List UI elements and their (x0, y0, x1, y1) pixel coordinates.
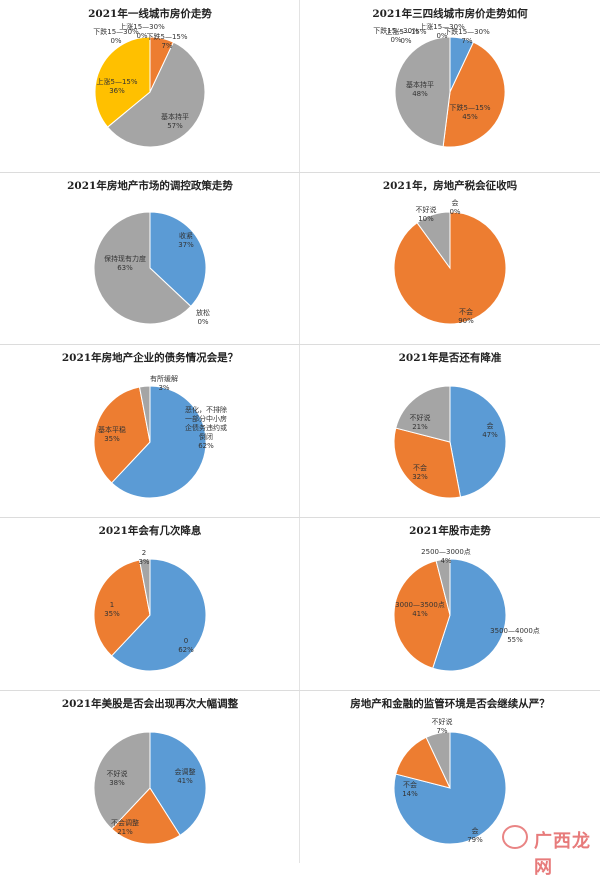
pie-slice (395, 385, 451, 443)
slice-label: 下跌5—15% 45% (449, 103, 490, 121)
pie-slice (93, 731, 151, 830)
slice-label: 不会 32% (412, 463, 428, 481)
pie-chart: 收紧 37% 放松 0% 保持现有力度 63% (93, 211, 210, 326)
pie-slice (110, 558, 207, 672)
chart-title: 2021年是否还有降准 (398, 352, 502, 364)
slice-label: 有所缓解 3% (150, 374, 178, 392)
pie-slice (393, 427, 462, 499)
chart-cell: 房地产和金融的监管环境是否会继续从严？ 会 79% 不会 14% 不好说 7% (300, 690, 600, 862)
chart-title: 2021年房地产市场的调控政策走势 (67, 180, 233, 192)
pie-slice (393, 560, 451, 669)
row-divider (0, 172, 600, 173)
pie-slice (449, 385, 507, 498)
pie-slice (425, 731, 451, 789)
slice-label: 会 47% (482, 421, 498, 439)
slice-label: 上涨15—30% 0% (419, 22, 465, 40)
slice-label: 1 35% (104, 601, 120, 618)
pie-slice (416, 211, 451, 270)
pie-slice (149, 211, 207, 308)
pie-slice (106, 41, 206, 148)
chart-cell: 2021年三四线城市房价走势如何 上涨15—30% 0% 下跌15—30% 0% 下跌1… (300, 0, 600, 172)
chart-cell: 2021年房地产企业的债务情况会是？ 恶化，不排除一部分中小房企债务违约或倒闭 6… (0, 344, 300, 516)
chart-title: 房地产和金融的监管环境是否会继续从严？ (350, 698, 550, 710)
slice-label: 不好说 7% (432, 717, 453, 735)
watermark-text: 广西龙网 (534, 831, 591, 878)
pie-slice (93, 211, 192, 325)
chart-title: 2021年三四线城市房价走势如何 (372, 8, 528, 20)
chart-title: 2021年，房地产税会征收吗 (382, 180, 518, 192)
pie-chart: 会 0% 不会 90% 不好说 10% (393, 198, 507, 325)
chart-title: 2021年美股是否会出现再次大幅调整 (61, 698, 239, 710)
chart-cell: 2021年一线城市房价走势 上涨15—30% 0% 下跌5—15% 7% 基本持平 57%… (0, 0, 300, 172)
pie-slice (442, 41, 506, 148)
row-divider (0, 344, 600, 345)
slice-label: 不好说 38% (107, 769, 128, 787)
pie-slice (138, 558, 151, 616)
chart-title: 2021年股市走势 (409, 525, 491, 537)
slice-label: 0 62% (178, 637, 194, 654)
chart-title: 2021年房地产企业的债务情况会是？ (61, 352, 239, 364)
slice-label: 不会 90% (458, 307, 474, 325)
chart-cell: 2021年美股是否会出现再次大幅调整 会调整 41% 不会调整 21% 不好说 38% (0, 690, 300, 862)
pie-slice (110, 385, 207, 499)
pie-slice (394, 36, 451, 148)
slice-label: 不会调整 21% (111, 818, 139, 836)
slice-label: 基本持平 57% (161, 112, 189, 130)
row-divider (0, 517, 600, 518)
pie-chart: 会 47% 不会 32% 不好说 21% (393, 385, 507, 499)
slice-label: 不好说 10% (416, 205, 437, 223)
pie-chart: 3500—4000点 55% 3000—3500点 41% 2500—3000点 4% (393, 548, 540, 672)
pie-slice (94, 36, 151, 128)
chart-cell: 2021年会有几次降息 0 62% 1 35% 2 3% (0, 517, 300, 689)
chart-cell: 2021年是否还有降准 会 47% 不会 32% 不好说 21% (300, 344, 600, 516)
slice-label: 下跌15—30% 0% (93, 27, 139, 45)
chart-cell: 2021年房地产市场的调控政策走势 收紧 37% 放松 0% 保持现有力度 63% (0, 172, 300, 344)
slice-label: 不好说 21% (410, 413, 431, 431)
row-divider (0, 690, 600, 691)
pie-chart: 上涨15—30% 0%下跌5—15% 7% 基本持平 57% 上涨5—15% 36% 下跌15… (93, 22, 206, 148)
pie-chart: 会调整 41% 不会调整 21% 不好说 38% (93, 731, 207, 845)
chart-title: 2021年会有几次降息 (98, 525, 202, 537)
dragon-logo-icon (502, 825, 528, 849)
pie-slice (138, 385, 151, 443)
slice-label: 2500—3000点 4% (421, 548, 471, 565)
column-divider (299, 0, 300, 863)
slice-label: 下跌5—15% 7% (146, 32, 187, 50)
pie-slice (432, 558, 507, 672)
slice-label: 3000—3500点 41% (395, 601, 445, 618)
slice-label: 会调整 41% (175, 767, 196, 785)
slice-label: 基本持平 48% (406, 80, 434, 98)
pie-chart: 上涨15—30% 0%下跌15—30% 0% 下跌15—30% 7% 下跌5—15% 45%… (373, 22, 506, 148)
pie-slice (93, 386, 151, 484)
slice-label: 下跌15—30% 7% (444, 27, 490, 45)
pie-chart: 恶化，不排除一部分中小房企债务违约或倒闭 62% 基本平稳 35% 有所缓解 3% (93, 374, 227, 499)
watermark-logo: 广西龙网 (502, 823, 594, 878)
chart-cell: 2021年股市走势 3500—4000点 55% 3000—3500点 41% 2500… (300, 517, 600, 689)
slice-label: 会 0% (449, 198, 460, 216)
slice-label: 放松 0% (196, 308, 210, 326)
chart-cell: 2021年，房地产税会征收吗 会 0% 不会 90% 不好说 10% (300, 172, 600, 344)
slice-label: 上涨5—15% 0% (385, 27, 426, 45)
slice-label: 3500—4000点 55% (490, 627, 540, 644)
pie-slice (435, 558, 451, 616)
slice-label: 收紧 37% (178, 231, 194, 249)
slice-label: 保持现有力度 63% (104, 254, 146, 272)
slice-label: 基本平稳 35% (98, 425, 126, 443)
slice-label: 不会 14% (402, 780, 418, 798)
slice-label: 2 3% (138, 549, 149, 566)
slice-label: 上涨15—30% 0% (119, 22, 165, 40)
pie-chart: 会 79% 不会 14% 不好说 7% (393, 717, 507, 845)
pie-slice (110, 787, 181, 845)
slice-label: 恶化，不排除一部分中小房企债务违约或倒闭 62% (185, 405, 227, 450)
pie-chart: 0 62% 1 35% 2 3% (93, 549, 207, 672)
chart-title: 2021年一线城市房价走势 (88, 8, 212, 20)
pie-slice (93, 559, 151, 657)
slice-label: 上涨5—15% 36% (96, 77, 137, 95)
slice-label: 会 79% (467, 826, 483, 844)
slice-label: 下跌15—30% 0% (373, 26, 419, 44)
